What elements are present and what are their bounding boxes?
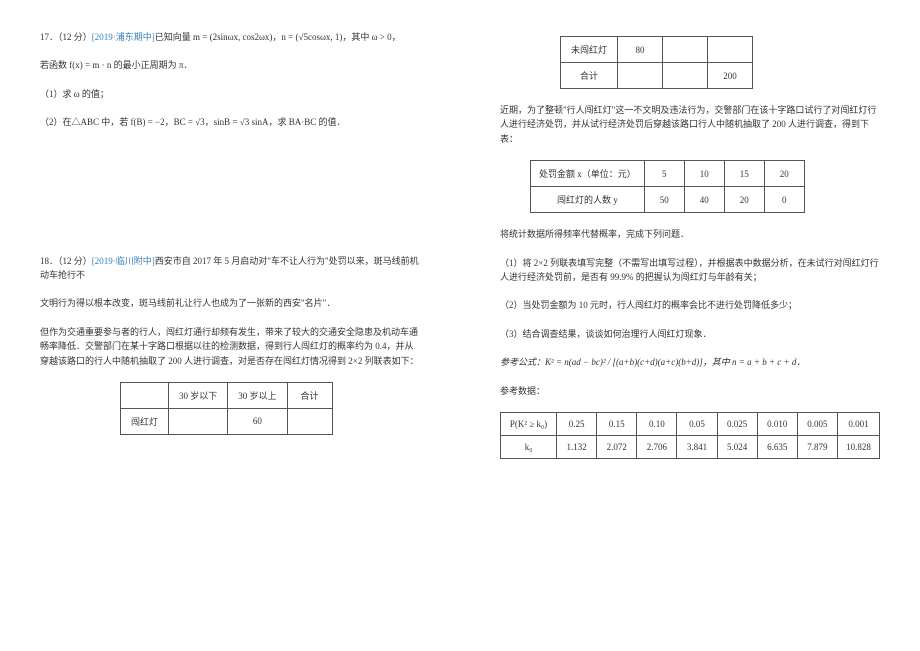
th: 0.10 [637, 412, 677, 435]
td: 2.706 [637, 435, 677, 458]
table-row: k₀ 1.132 2.072 2.706 3.841 5.024 6.635 7… [501, 435, 880, 458]
td: 3.841 [677, 435, 717, 458]
th: 0.05 [677, 412, 717, 435]
table-row: 合计 200 [561, 63, 753, 89]
td: 80 [618, 37, 663, 63]
table-chi-square: P(K² ≥ k₀) 0.25 0.15 0.10 0.05 0.025 0.0… [500, 412, 880, 459]
table-row: 闯红灯 60 [121, 408, 333, 434]
q17-num: 17．（12 分） [40, 32, 92, 42]
td: 10.828 [837, 435, 879, 458]
q17-header: 17．（12 分）[2019·浦东期中]已知向量 m = (2sinωx, co… [40, 30, 420, 44]
q17-part1: （1）求 ω 的值； [40, 87, 420, 101]
q17-text: 已知向量 m = (2sinωx, cos2ωx)，n = (√5cosωx, … [155, 32, 401, 42]
td: 20 [724, 187, 764, 213]
right-formula: 参考公式：K² = n(ad − bc)² / [(a+b)(c+d)(a+c)… [500, 355, 880, 369]
q18-line2: 文明行为得以根本改变，斑马线前礼让行人也成为了一张新的西安"名片"． [40, 296, 420, 310]
td: 6.635 [757, 435, 797, 458]
th: 20 [764, 161, 804, 187]
th: 0.005 [797, 412, 837, 435]
td [663, 63, 708, 89]
td: 5.024 [717, 435, 757, 458]
right-para2: 将统计数据所得频率代替概率，完成下列问题． [500, 227, 880, 241]
q17-src: [2019·浦东期中] [92, 32, 155, 42]
td: 未闯红灯 [561, 37, 618, 63]
right-para1: 近期，为了整顿"行人闯红灯"这一不文明及违法行为，交警部门在该十字路口试行了对闯… [500, 103, 880, 146]
th: 15 [724, 161, 764, 187]
left-column: 17．（12 分）[2019·浦东期中]已知向量 m = (2sinωx, co… [0, 0, 460, 651]
right-part3: （3）结合调查结果，谈谈如何治理行人闯红灯现象． [500, 327, 880, 341]
td [618, 63, 663, 89]
table-row: P(K² ≥ k₀) 0.25 0.15 0.10 0.05 0.025 0.0… [501, 412, 880, 435]
th [121, 382, 169, 408]
th: 5 [644, 161, 684, 187]
td [169, 408, 228, 434]
table-contingency-bottom: 未闯红灯 80 合计 200 [560, 36, 753, 89]
td [287, 408, 332, 434]
q18-num: 18．（12 分） [40, 256, 92, 266]
th: 0.25 [557, 412, 597, 435]
right-part2: （2）当处罚金额为 10 元时，行人闯红灯的概率会比不进行处罚降低多少； [500, 298, 880, 312]
th: 处罚金额 x（单位：元） [531, 161, 645, 187]
td: 200 [708, 63, 753, 89]
right-column: 未闯红灯 80 合计 200 近期，为了整顿"行人闯红灯"这一不文明及违法行为，… [460, 0, 920, 651]
right-part1: （1）将 2×2 列联表填写完整（不需写出填写过程），并根据表中数据分析，在未试… [500, 256, 880, 285]
th: 30 岁以下 [169, 382, 228, 408]
th: 0.025 [717, 412, 757, 435]
th: 合计 [287, 382, 332, 408]
td: 闯红灯 [121, 408, 169, 434]
td: 50 [644, 187, 684, 213]
q17-part2: （2）在△ABC 中，若 f(B) = −2，BC = √3，sinB = √3… [40, 115, 420, 129]
table-row: 30 岁以下 30 岁以上 合计 [121, 382, 333, 408]
table-penalty: 处罚金额 x（单位：元） 5 10 15 20 闯红灯的人数 y 50 40 2… [530, 160, 805, 213]
th: 10 [684, 161, 724, 187]
table-row: 闯红灯的人数 y 50 40 20 0 [531, 187, 805, 213]
spacer [40, 144, 420, 254]
td: 闯红灯的人数 y [531, 187, 645, 213]
table-row: 未闯红灯 80 [561, 37, 753, 63]
q18-src: [2019·临川附中] [92, 256, 155, 266]
table-contingency-top: 30 岁以下 30 岁以上 合计 闯红灯 60 [120, 382, 333, 435]
q18-header: 18．（12 分）[2019·临川附中]西安市自 2017 年 5 月启动对"车… [40, 254, 420, 283]
td: 合计 [561, 63, 618, 89]
q18-para2: 但作为交通重要参与者的行人，闯红灯通行却频有发生，带来了较大的交通安全隐患及机动… [40, 325, 420, 368]
table-row: 处罚金额 x（单位：元） 5 10 15 20 [531, 161, 805, 187]
th: 0.15 [597, 412, 637, 435]
td: 0 [764, 187, 804, 213]
th: 0.010 [757, 412, 797, 435]
th: 30 岁以上 [228, 382, 287, 408]
td: 1.132 [557, 435, 597, 458]
th: 0.001 [837, 412, 879, 435]
td [663, 37, 708, 63]
td: 2.072 [597, 435, 637, 458]
td: 7.879 [797, 435, 837, 458]
td: k₀ [501, 435, 557, 458]
td: 40 [684, 187, 724, 213]
q17-line2: 若函数 f(x) = m · n 的最小正周期为 π． [40, 58, 420, 72]
right-para3: 参考数据： [500, 384, 880, 398]
th: P(K² ≥ k₀) [501, 412, 557, 435]
td [708, 37, 753, 63]
td: 60 [228, 408, 287, 434]
